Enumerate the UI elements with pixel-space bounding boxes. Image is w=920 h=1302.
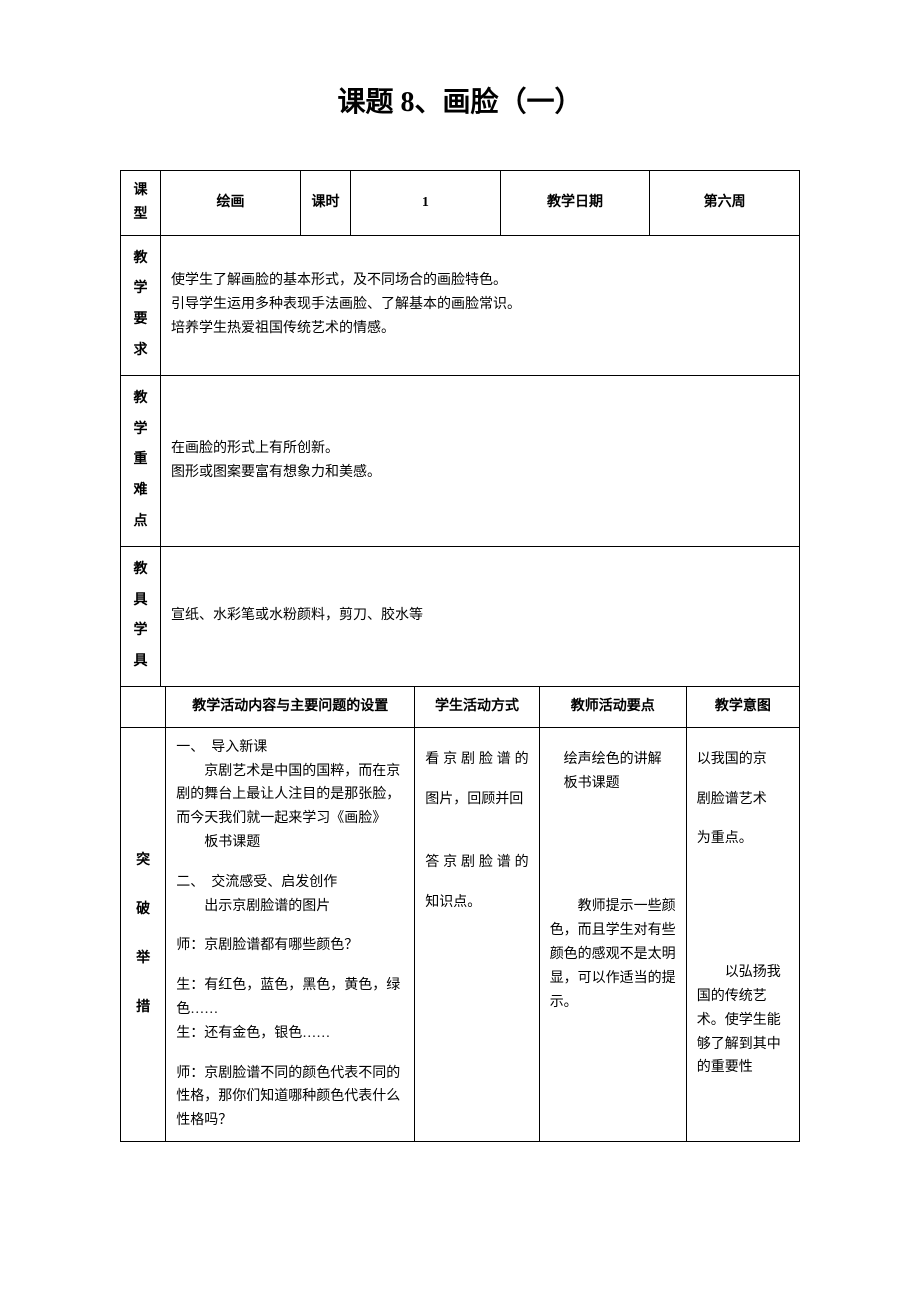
activity-header: 教学活动内容与主要问题的设置 xyxy=(166,687,415,727)
period-label: 课时 xyxy=(301,171,351,236)
s1: 看京剧脸谱的 xyxy=(425,748,528,772)
period-value: 1 xyxy=(351,171,501,236)
i1: 以我国的京 xyxy=(697,748,789,772)
content-header-row: 教学活动内容与主要问题的设置 学生活动方式 教师活动要点 教学意图 xyxy=(121,687,800,727)
lesson-plan-table: 课型 绘画 课时 1 教学日期 第六周 教学要求 使学生了解画脸的基本形式，及不… xyxy=(120,170,800,687)
sec1-note: 板书课题 xyxy=(176,831,404,855)
sec2-title: 二、 交流感受、启发创作 xyxy=(176,871,404,895)
t1: 绘声绘色的讲解 板书课题 xyxy=(550,748,676,796)
i2: 剧脸谱艺术 xyxy=(697,788,789,812)
teacher-header: 教师活动要点 xyxy=(539,687,686,727)
s2: 图片，回顾并回 xyxy=(425,788,528,812)
header-row-1: 课型 绘画 课时 1 教学日期 第六周 xyxy=(121,171,800,236)
activity-cell: 一、 导入新课 京剧艺术是中国的国粹，而在京剧的舞台上最让人注目的是那张脸，而今… xyxy=(166,727,415,1141)
lesson-content-table: 教学活动内容与主要问题的设置 学生活动方式 教师活动要点 教学意图 突破举措 一… xyxy=(120,687,800,1142)
keypoints-row: 教学重难点 在画脸的形式上有所创新。 图形或图案要富有想象力和美感。 xyxy=(121,375,800,546)
objectives-row: 教学要求 使学生了解画脸的基本形式，及不同场合的画脸特色。 引导学生运用多种表现… xyxy=(121,235,800,375)
s3: 答京剧脸谱的 xyxy=(425,851,528,875)
sec2-body: 出示京剧脸谱的图片 xyxy=(176,895,404,919)
tools-text: 宣纸、水彩笔或水粉颜料，剪刀、胶水等 xyxy=(161,546,800,686)
content-row: 突破举措 一、 导入新课 京剧艺术是中国的国粹，而在京剧的舞台上最让人注目的是那… xyxy=(121,727,800,1141)
blank-header xyxy=(121,687,166,727)
tools-row: 教具学具 宣纸、水彩笔或水粉颜料，剪刀、胶水等 xyxy=(121,546,800,686)
i4: 以弘扬我国的传统艺术。使学生能够了解到其中的重要性 xyxy=(697,961,789,1080)
type-label: 课型 xyxy=(121,171,161,236)
type-value: 绘画 xyxy=(161,171,301,236)
sec1-body: 京剧艺术是中国的国粹，而在京剧的舞台上最让人注目的是那张脸，而今天我们就一起来学… xyxy=(176,760,404,831)
a1: 生：有红色，蓝色，黑色，黄色，绿色…… xyxy=(176,974,404,1022)
s4: 知识点。 xyxy=(425,891,528,915)
student-cell: 看京剧脸谱的 图片，回顾并回 答京剧脸谱的 知识点。 xyxy=(415,727,539,1141)
keypoints-label: 教学重难点 xyxy=(121,375,161,546)
keypoints-text: 在画脸的形式上有所创新。 图形或图案要富有想象力和美感。 xyxy=(161,375,800,546)
page-title: 课题 8、画脸（一） xyxy=(120,80,800,120)
objectives-text: 使学生了解画脸的基本形式，及不同场合的画脸特色。 引导学生运用多种表现手法画脸、… xyxy=(161,235,800,375)
tools-label: 教具学具 xyxy=(121,546,161,686)
student-header: 学生活动方式 xyxy=(415,687,539,727)
t2: 教师提示一些颜色，而且学生对有些颜色的感观不是太明显，可以作适当的提示。 xyxy=(550,895,676,1014)
intent-header: 教学意图 xyxy=(686,687,799,727)
intent-cell: 以我国的京 剧脸谱艺术 为重点。 以弘扬我国的传统艺术。使学生能够了解到其中的重… xyxy=(686,727,799,1141)
teacher-cell: 绘声绘色的讲解 板书课题 教师提示一些颜色，而且学生对有些颜色的感观不是太明显，… xyxy=(539,727,686,1141)
objectives-label: 教学要求 xyxy=(121,235,161,375)
i3: 为重点。 xyxy=(697,827,789,851)
a2: 生：还有金色，银色…… xyxy=(176,1022,404,1046)
q2: 师：京剧脸谱不同的颜色代表不同的性格，那你们知道哪种颜色代表什么性格吗？ xyxy=(176,1062,404,1133)
side-label: 突破举措 xyxy=(121,727,166,1141)
date-value: 第六周 xyxy=(650,171,800,236)
date-label: 教学日期 xyxy=(500,171,650,236)
sec1-title: 一、 导入新课 xyxy=(176,736,404,760)
q1: 师：京剧脸谱都有哪些颜色？ xyxy=(176,934,404,958)
